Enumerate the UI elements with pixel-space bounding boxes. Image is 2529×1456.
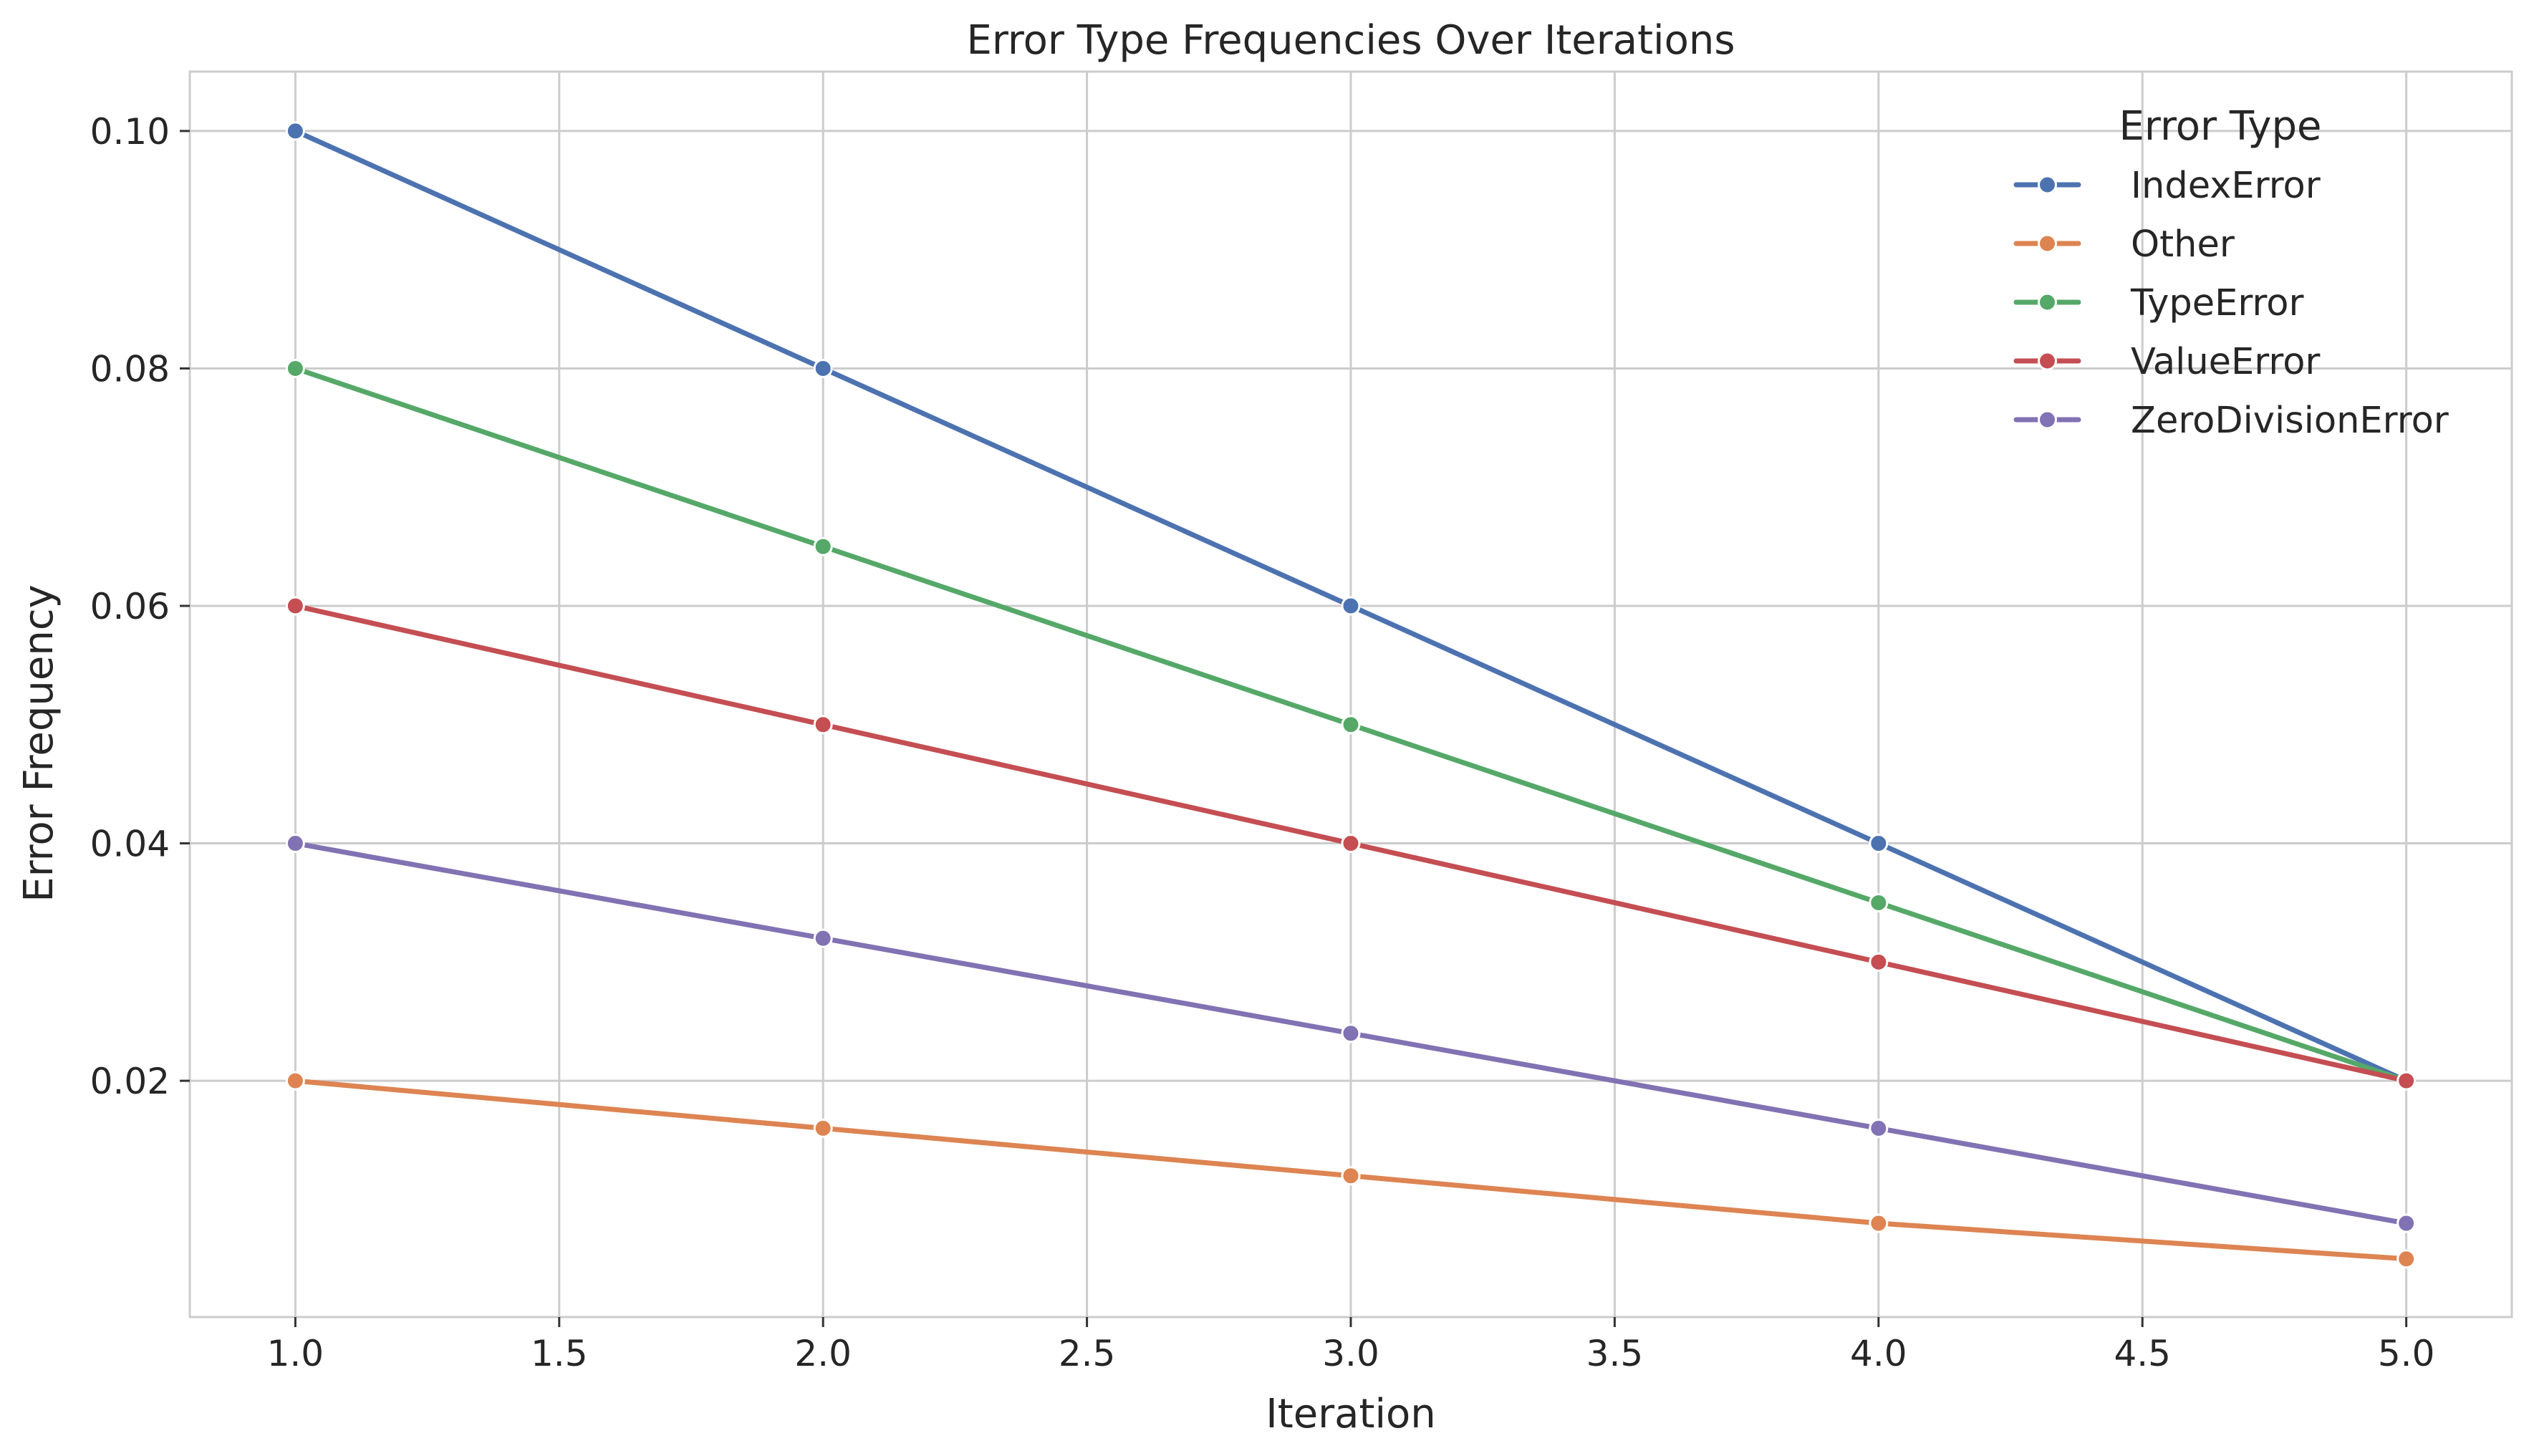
data-point-indexerror — [1341, 596, 1361, 616]
legend-item-other: Other — [2013, 223, 2235, 266]
x-tick-label: 2.0 — [794, 1333, 852, 1374]
data-point-zerodivisionerror — [2396, 1213, 2417, 1233]
data-point-valueerror — [285, 596, 305, 616]
x-tick-label: 1.0 — [267, 1333, 324, 1374]
data-point-indexerror — [1869, 834, 1889, 854]
y-tick-label: 0.06 — [90, 586, 170, 627]
x-tick-label: 2.5 — [1059, 1333, 1116, 1374]
data-point-typeerror — [1341, 715, 1361, 735]
x-tick-label: 1.5 — [531, 1333, 588, 1374]
legend-marker-valueerror — [2038, 351, 2057, 371]
legend-item-valueerror: ValueError — [2013, 341, 2320, 383]
data-point-other — [813, 1118, 833, 1138]
data-point-indexerror — [813, 358, 833, 378]
data-point-indexerror — [285, 121, 305, 141]
data-point-typeerror — [285, 358, 305, 378]
y-tick-label: 0.08 — [90, 348, 170, 390]
x-tick-label: 3.5 — [1586, 1333, 1644, 1374]
series-other — [285, 1071, 2417, 1269]
data-point-typeerror — [813, 536, 833, 556]
legend-marker-zerodivisionerror — [2038, 410, 2057, 430]
data-point-other — [285, 1071, 305, 1091]
legend-title: Error Type — [2119, 103, 2322, 150]
data-point-zerodivisionerror — [1869, 1118, 1889, 1138]
legend-marker-indexerror — [2038, 175, 2057, 195]
data-point-valueerror — [2396, 1071, 2417, 1091]
legend: Error Type IndexError Other TypeError Value… — [2013, 103, 2449, 442]
x-tick-label: 4.5 — [2114, 1333, 2171, 1374]
x-axis-label: Iteration — [1266, 1391, 1436, 1437]
series-valueerror — [285, 596, 2417, 1091]
legend-label-indexerror: IndexError — [2131, 165, 2321, 207]
x-tick-label: 3.0 — [1322, 1333, 1379, 1374]
data-point-zerodivisionerror — [285, 834, 305, 854]
y-axis-ticks: 0.02 0.04 0.06 0.08 0.10 — [90, 111, 190, 1102]
y-tick-label: 0.04 — [90, 824, 170, 865]
data-point-typeerror — [1869, 892, 1889, 912]
legend-label-valueerror: ValueError — [2131, 341, 2320, 383]
legend-label-typeerror: TypeError — [2130, 282, 2303, 324]
data-point-valueerror — [1869, 952, 1889, 972]
data-point-other — [2396, 1249, 2417, 1269]
chart-title: Error Type Frequencies Over Iterations — [966, 17, 1735, 64]
data-point-zerodivisionerror — [813, 928, 833, 948]
data-point-other — [1869, 1213, 1889, 1233]
x-tick-label: 4.0 — [1850, 1333, 1907, 1374]
series-zerodivisionerror — [285, 834, 2417, 1233]
data-point-zerodivisionerror — [1341, 1023, 1361, 1043]
legend-marker-other — [2038, 233, 2057, 254]
data-point-other — [1341, 1166, 1361, 1186]
data-point-valueerror — [1341, 834, 1361, 854]
legend-item-typeerror: TypeError — [2013, 282, 2303, 324]
grid-lines — [190, 72, 2512, 1317]
x-tick-label: 5.0 — [2378, 1333, 2435, 1374]
y-axis-label: Error Frequency — [16, 584, 62, 902]
legend-item-indexerror: IndexError — [2013, 165, 2321, 207]
series-layer — [285, 121, 2417, 1269]
legend-label-other: Other — [2131, 223, 2235, 266]
legend-item-zerodivisionerror: ZeroDivisionError — [2013, 400, 2449, 442]
legend-marker-typeerror — [2038, 292, 2057, 312]
y-tick-label: 0.10 — [90, 111, 170, 153]
y-tick-label: 0.02 — [90, 1061, 170, 1102]
x-axis-ticks: 1.0 1.5 2.0 2.5 3.0 3.5 4.0 4.5 5.0 — [267, 1317, 2435, 1374]
legend-label-zerodivisionerror: ZeroDivisionError — [2131, 400, 2449, 442]
data-point-valueerror — [813, 715, 833, 735]
